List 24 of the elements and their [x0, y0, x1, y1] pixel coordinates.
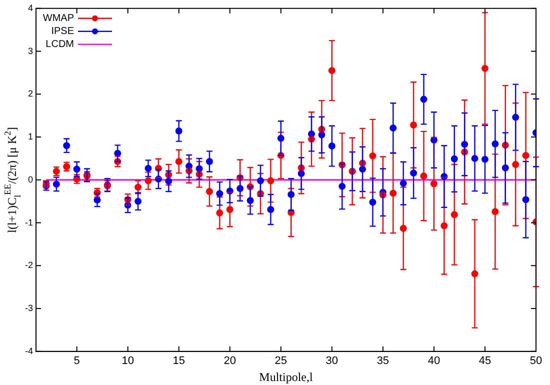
y-tick-label: 3	[28, 46, 33, 56]
legend-label: LCDM	[46, 39, 74, 50]
y-tick-label: 1	[28, 132, 33, 142]
x-tick-label: 40	[428, 355, 440, 368]
y-tick-label: 0	[28, 174, 33, 184]
legend-label: WMAP	[42, 13, 74, 24]
x-tick-label: 35	[376, 355, 390, 368]
x-axis-title: Multipole,l	[259, 370, 314, 384]
x-tick-label: 15	[172, 355, 185, 368]
y-tick-label: 4	[28, 2, 33, 13]
x-tick-label: 25	[274, 355, 288, 368]
x-tick-label: 30	[326, 355, 338, 368]
y-axis-title: l(l+1)ClEE/(2π) [μ K2]	[2, 126, 22, 233]
y-tick-label: 2	[28, 88, 33, 99]
y-tick-label: -1	[24, 217, 33, 228]
y-tick-label: -3	[24, 303, 33, 314]
x-tick-label: 10	[122, 355, 134, 368]
x-tick-label: 45	[478, 355, 492, 368]
x-tick-label: 50	[530, 355, 542, 368]
y-tick-label: -4	[24, 346, 33, 356]
x-tick-label: 5	[74, 355, 80, 368]
y-tick-label: -2	[24, 260, 33, 270]
x-tick-label: 20	[224, 355, 236, 368]
legend-label: IPSE	[51, 26, 74, 38]
